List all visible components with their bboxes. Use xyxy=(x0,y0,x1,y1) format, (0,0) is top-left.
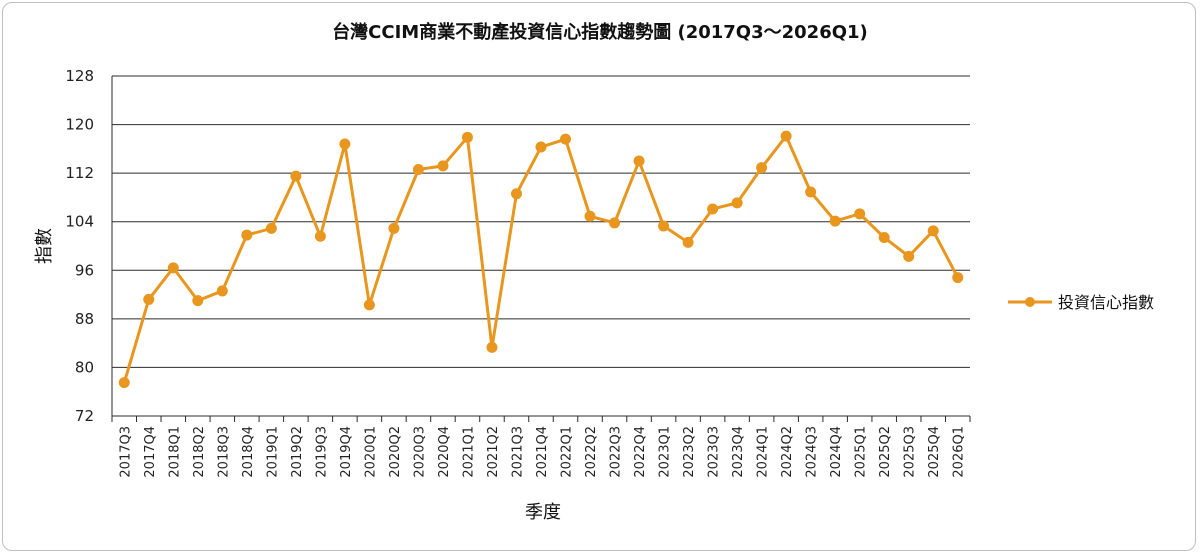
x-tick-label: 2017Q4 xyxy=(143,426,158,478)
x-tick-label: 2019Q4 xyxy=(339,426,354,478)
data-point xyxy=(805,186,817,198)
x-tick-label: 2023Q2 xyxy=(682,426,697,478)
y-tick-labels: 72 80 88 96 104 112 120 128 xyxy=(65,67,94,425)
data-point xyxy=(118,377,130,389)
x-tick-label: 2018Q2 xyxy=(192,426,207,478)
y-tick-label: 112 xyxy=(65,164,94,182)
data-point xyxy=(854,208,866,220)
y-tick-label: 128 xyxy=(65,67,94,85)
y-tick-label: 120 xyxy=(65,116,94,134)
data-point xyxy=(756,162,768,174)
x-tick-label: 2018Q4 xyxy=(241,426,256,478)
data-point xyxy=(927,225,939,237)
data-point xyxy=(510,188,522,200)
x-tick-label: 2019Q1 xyxy=(265,426,280,478)
y-tick-label: 104 xyxy=(65,213,94,231)
x-tick-label: 2020Q4 xyxy=(437,426,452,478)
x-tick-label: 2020Q3 xyxy=(412,426,427,478)
data-point xyxy=(633,155,645,167)
x-tick-label: 2019Q2 xyxy=(290,426,305,478)
data-point xyxy=(192,295,204,307)
data-point xyxy=(535,141,547,153)
data-point xyxy=(903,250,915,262)
x-tick-label: 2019Q3 xyxy=(314,426,329,478)
y-tick-label: 72 xyxy=(75,407,94,425)
x-tick-label: 2023Q1 xyxy=(658,426,673,478)
data-point xyxy=(584,210,596,222)
data-point xyxy=(143,293,155,305)
data-point xyxy=(780,130,792,142)
data-point xyxy=(290,170,302,182)
x-axis-label: 季度 xyxy=(525,502,561,523)
data-point xyxy=(682,236,694,248)
x-tick-label: 2021Q4 xyxy=(535,426,550,478)
y-tick-label: 96 xyxy=(75,261,94,279)
data-point xyxy=(461,131,473,143)
x-tick-label: 2018Q3 xyxy=(216,426,231,478)
x-tick-label: 2023Q3 xyxy=(707,426,722,478)
x-tick-label: 2024Q2 xyxy=(780,426,795,478)
data-point xyxy=(437,160,449,172)
data-point xyxy=(412,164,424,175)
data-point xyxy=(388,222,400,234)
x-tick-labels: 2017Q3 2017Q4 2018Q1 2018Q2 2018Q3 2018Q4 2019… xyxy=(118,426,966,478)
data-point xyxy=(560,133,572,145)
data-point xyxy=(339,138,351,150)
x-tick-label: 2025Q1 xyxy=(854,426,869,478)
y-tick-label: 88 xyxy=(75,310,94,328)
legend-dot-marker xyxy=(1025,297,1035,307)
data-point xyxy=(829,215,841,227)
x-tick-label: 2024Q3 xyxy=(805,426,820,478)
data-point xyxy=(731,197,743,209)
data-point xyxy=(878,232,890,243)
x-tick-label: 2022Q1 xyxy=(560,426,575,478)
data-point xyxy=(658,220,670,232)
y-axis-label: 指數 xyxy=(34,228,55,264)
data-point xyxy=(486,341,498,353)
x-tick-label: 2020Q1 xyxy=(363,426,378,478)
x-tick-label: 2017Q3 xyxy=(118,426,133,478)
x-tick-label: 2020Q2 xyxy=(388,426,403,478)
data-point xyxy=(609,217,621,229)
data-point xyxy=(952,272,964,284)
y-tick-label: 80 xyxy=(75,358,94,376)
chart-title: 台灣CCIM商業不動產投資信心指數趨勢圖 (2017Q3～2026Q1) xyxy=(332,21,868,43)
data-point xyxy=(314,230,326,242)
x-tick-label: 2018Q1 xyxy=(167,426,182,478)
x-tick-label: 2023Q4 xyxy=(731,426,746,478)
x-tick-label: 2025Q3 xyxy=(903,426,918,478)
series-group xyxy=(118,130,964,389)
x-tick-label: 2021Q1 xyxy=(461,426,476,478)
x-tick-label: 2021Q2 xyxy=(486,426,501,478)
x-tick-label: 2025Q2 xyxy=(878,426,893,478)
x-tick-label: 2022Q2 xyxy=(584,426,599,478)
data-point xyxy=(241,229,253,241)
x-tick-label: 2024Q4 xyxy=(829,426,844,478)
x-tick-label: 2025Q4 xyxy=(927,426,942,478)
data-point xyxy=(707,203,719,215)
x-tick-label: 2022Q3 xyxy=(609,426,624,478)
x-tick-label: 2024Q1 xyxy=(756,426,771,478)
data-point xyxy=(167,262,179,274)
legend-entry-label: 投資信心指數 xyxy=(1058,293,1154,312)
data-point xyxy=(363,299,375,311)
legend: 投資信心指數 xyxy=(1008,293,1154,312)
data-point xyxy=(265,222,277,234)
data-point xyxy=(216,285,228,297)
gridlines xyxy=(111,75,971,422)
x-tick-label: 2026Q1 xyxy=(952,426,967,478)
x-tick-label: 2022Q4 xyxy=(633,426,648,478)
x-tick-label: 2021Q3 xyxy=(510,426,525,478)
